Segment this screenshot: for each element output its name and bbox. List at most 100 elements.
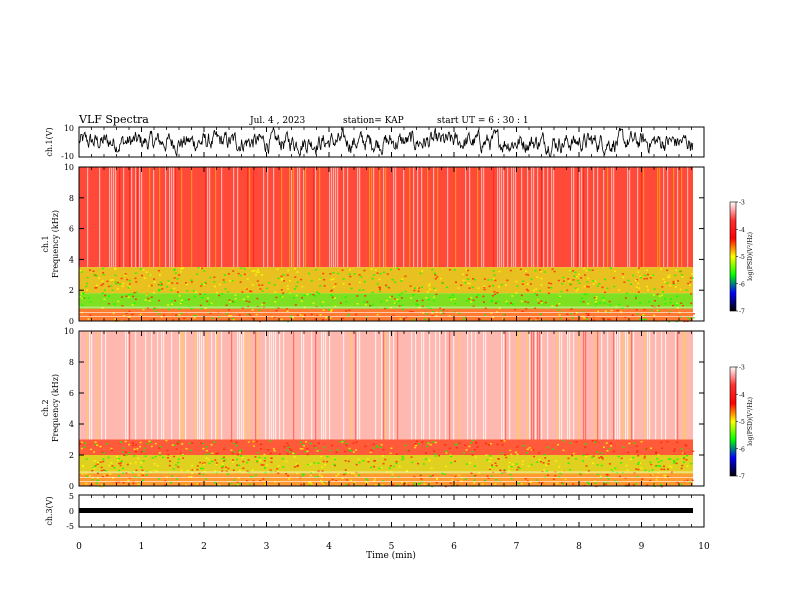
spec-speckle [495,479,498,481]
spec-speckle [347,483,350,486]
spec-speckle [690,293,692,295]
spec-speckle [228,299,231,301]
spec-speckle [143,277,146,279]
spec-speckle [127,296,130,298]
ch1-waveform-trace [78,127,694,158]
spec-speckle [345,443,348,445]
spec-speckle [679,288,682,291]
spec-speckle [318,292,320,295]
spec-speckle [450,298,453,301]
spec-speckle [334,283,337,285]
spec-speckle [315,269,318,271]
spec-speckle [616,316,619,318]
spec-streak [181,167,183,268]
spec-speckle [118,462,121,465]
spec-speckle [190,308,193,310]
spec-speckle [170,300,173,302]
spec-speckle [666,475,669,478]
spec-speckle [572,279,575,281]
spec-band-high [79,167,693,268]
spec-speckle [241,307,244,309]
spec-speckle [570,308,573,310]
spec-speckle [261,284,264,286]
spec-speckle [540,300,543,302]
ch2-freq-ytick-label: 4 [69,420,74,429]
spec-speckle [625,464,628,467]
spec-speckle [122,482,125,484]
spec-speckle [317,462,320,464]
spec-speckle [606,474,609,476]
spec-speckle [255,440,258,443]
spec-speckle [153,468,156,471]
spec-speckle [505,300,508,303]
spec-speckle [247,441,250,443]
spec-speckle [201,297,204,299]
spec-streak [141,167,143,268]
spec-speckle [348,273,351,275]
spec-speckle [256,297,259,300]
spec-speckle [277,307,280,309]
spec-speckle [118,469,121,472]
spec-speckle [292,297,295,299]
spec-speckle [181,443,184,445]
spec-speckle [626,469,629,471]
spec-speckle [591,269,594,271]
spec-speckle [469,462,472,464]
spec-speckle [352,451,355,453]
spec-speckle [405,470,408,472]
spec-streak [185,331,187,440]
spec-streak [217,331,219,440]
spec-speckle [242,298,245,301]
spec-streak [97,331,99,440]
spec-speckle [259,460,262,463]
spec-speckle [149,319,152,322]
spec-speckle [316,450,319,452]
spec-speckle [162,314,165,317]
spec-streak [509,331,511,440]
spec-speckle [99,445,102,448]
spec-speckle [286,310,289,312]
spec-speckle [465,268,468,271]
spec-speckle [520,483,523,485]
spec-speckle [588,483,590,485]
spec-speckle [223,281,226,283]
spec-speckle [675,281,677,283]
spec-speckle [204,453,207,456]
spec-speckle [269,469,272,471]
spec-speckle [175,448,178,450]
spec-speckle [401,458,404,461]
spec-speckle [672,282,675,284]
spec-speckle [558,466,561,468]
spec-speckle [471,450,474,453]
spec-speckle [342,283,345,285]
spec-streak [265,331,267,440]
spec-speckle [684,444,687,446]
spec-speckle [282,466,285,468]
spec-speckle [640,276,642,279]
spec-speckle [347,460,350,463]
spec-speckle [251,284,254,286]
spec-speckle [525,273,528,276]
xtick-label: 8 [576,542,582,552]
spec-speckle [296,271,299,273]
spec-streak [515,167,517,268]
spec-speckle [601,456,604,459]
spec-speckle [294,268,297,270]
spec-band-mid [79,267,693,294]
spec-speckle [215,462,218,464]
spec-speckle [331,289,334,292]
spec-streak [201,331,203,440]
spec-speckle [642,314,645,316]
spec-speckle [371,291,374,294]
spec-speckle [425,313,428,315]
spec-speckle [608,448,611,450]
spec-speckle [269,440,271,442]
spec-streak [323,331,325,440]
spec-speckle [601,317,604,320]
spec-streak [253,167,255,268]
spec-speckle [264,457,267,459]
spec-speckle [518,467,521,470]
spec-streak [393,331,395,440]
spec-speckle [331,478,334,481]
